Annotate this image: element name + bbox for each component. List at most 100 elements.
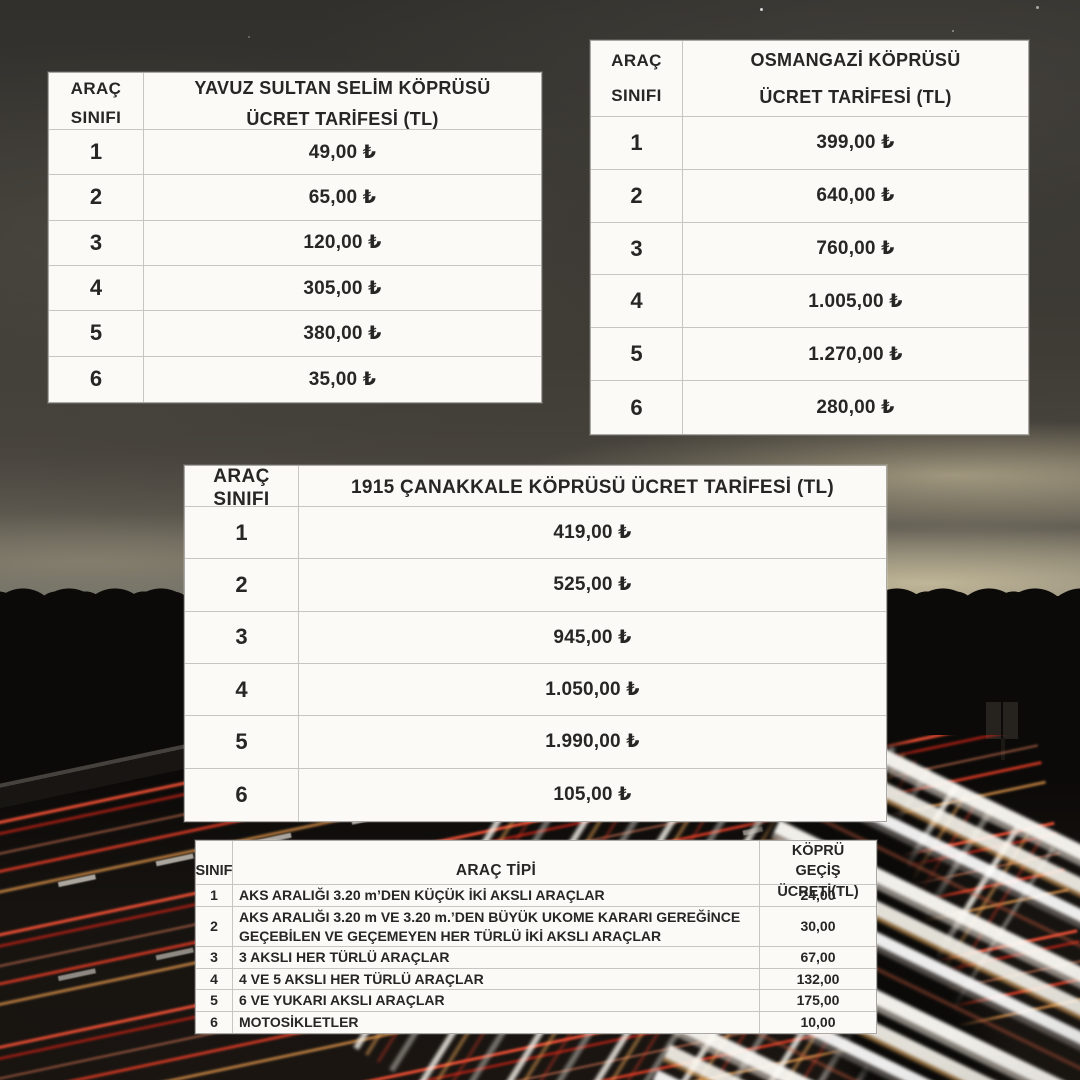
table-row: 4 1.005,00 ₺ (591, 275, 1028, 329)
vehicle-type: AKS ARALIĞI 3.20 m’DEN KÜÇÜK İKİ AKSLI A… (233, 885, 760, 906)
table-row: 5 1.990,00 ₺ (185, 716, 886, 769)
table-title: YAVUZ SULTAN SELİM KÖPRÜSÜ ÜCRET TARİFES… (194, 78, 491, 129)
table-header-row: ARAÇ SINIFI 1915 ÇANAKKALE KÖPRÜSÜ ÜCRET… (185, 466, 886, 512)
toll-fee: 35,00 ₺ (308, 368, 377, 390)
vehicle-type: MOTOSİKLETLER (233, 1011, 760, 1033)
toll-fee: 105,00 ₺ (553, 784, 632, 806)
yss-bridge-toll-table: ARAÇ SINIFI YAVUZ SULTAN SELİM KÖPRÜSÜ Ü… (48, 72, 542, 403)
table-row: 5 1.270,00 ₺ (591, 328, 1028, 382)
sign-panel (1003, 702, 1018, 739)
class-column-header: SINIF (195, 841, 233, 902)
vehicle-class: 4 (591, 275, 683, 328)
table-row: 2 AKS ARALIĞI 3.20 m VE 3.20 m.’DEN BÜYÜ… (196, 907, 876, 947)
star-dot (952, 30, 954, 32)
table-header-row: ARAÇ SINIFI YAVUZ SULTAN SELİM KÖPRÜSÜ Ü… (49, 73, 541, 135)
vehicle-class: 4 (49, 265, 144, 311)
vehicle-class: 2 (591, 169, 683, 222)
vehicle-class: 5 (591, 328, 683, 381)
table-title: 1915 ÇANAKKALE KÖPRÜSÜ ÜCRET TARİFESİ (T… (350, 477, 835, 499)
crossing-fee: 10,00 (800, 1014, 836, 1031)
table-header-row: ARAÇ SINIFI OSMANGAZİ KÖPRÜSÜ ÜCRET TARİ… (591, 41, 1028, 117)
table-row: 3 945,00 ₺ (185, 611, 886, 664)
vehicle-type: 4 VE 5 AKSLI HER TÜRLÜ ARAÇLAR (233, 968, 760, 989)
vehicle-type: 6 VE YUKARI AKSLI ARAÇLAR (233, 990, 760, 1011)
toll-fee: 280,00 ₺ (816, 397, 895, 419)
toll-fee: 49,00 ₺ (308, 141, 377, 163)
vehicle-class: 6 (185, 768, 299, 821)
vehicle-class: 3 (591, 222, 683, 275)
toll-fee: 525,00 ₺ (553, 574, 632, 596)
table-row: 4 4 VE 5 AKSLI HER TÜRLÜ ARAÇLAR 132,00 (196, 968, 876, 990)
table-row: 5 6 VE YUKARI AKSLI ARAÇLAR 175,00 (196, 990, 876, 1012)
crossing-fee: 24,00 (800, 887, 836, 904)
table-row: 1 AKS ARALIĞI 3.20 m’DEN KÜÇÜK İKİ AKSLI… (196, 885, 876, 907)
vehicle-class: 1 (185, 507, 299, 559)
toll-fee: 305,00 ₺ (303, 277, 382, 299)
toll-fee: 1.005,00 ₺ (808, 290, 903, 312)
table-row: 6 280,00 ₺ (591, 381, 1028, 434)
vehicle-class: 6 (49, 356, 144, 402)
vehicle-type: AKS ARALIĞI 3.20 m VE 3.20 m.’DEN BÜYÜK … (233, 907, 760, 946)
crossing-fee-column-header: KÖPRÜ GEÇİŞ ÜCRETİ(TL) (777, 843, 859, 900)
table-row: 6 105,00 ₺ (185, 768, 886, 821)
table-row: 4 305,00 ₺ (49, 265, 541, 312)
table-row: 3 120,00 ₺ (49, 220, 541, 266)
vehicle-class: 4 (196, 968, 233, 989)
table-row: 5 380,00 ₺ (49, 311, 541, 357)
vehicle-class: 5 (49, 311, 144, 356)
crossing-fee: 175,00 (796, 992, 840, 1009)
table-row: 4 1.050,00 ₺ (185, 663, 886, 717)
vehicle-class: 1 (591, 117, 683, 169)
vehicle-type: 3 AKSLI HER TÜRLÜ ARAÇLAR (233, 947, 760, 968)
table-row: 1 399,00 ₺ (591, 117, 1028, 170)
toll-fee: 419,00 ₺ (553, 522, 632, 544)
vehicle-class: 3 (196, 947, 233, 968)
vehicle-type-column-header: ARAÇ TİPİ (233, 841, 760, 902)
crossing-fee: 132,00 (796, 970, 840, 987)
vehicle-class-column-header: ARAÇ SINIFI (185, 466, 299, 512)
vehicle-class: 5 (185, 716, 299, 768)
table-row: 3 760,00 ₺ (591, 222, 1028, 276)
vehicle-class: 4 (185, 663, 299, 716)
table-row: 2 65,00 ₺ (49, 175, 541, 221)
vehicle-class: 2 (196, 907, 233, 946)
table-row: 6 35,00 ₺ (49, 356, 541, 402)
vehicle-class: 1 (49, 130, 144, 175)
vehicle-class: 6 (591, 381, 683, 434)
star-dot (1036, 6, 1039, 9)
table-row: 2 525,00 ₺ (185, 559, 886, 612)
vehicle-class-column-header: ARAÇ SINIFI (591, 41, 683, 116)
vehicle-class: 1 (196, 885, 233, 906)
canakkale-bridge-toll-table: ARAÇ SINIFI 1915 ÇANAKKALE KÖPRÜSÜ ÜCRET… (184, 465, 887, 822)
toll-fee: 945,00 ₺ (553, 626, 632, 648)
vehicle-class: 2 (185, 559, 299, 611)
vehicle-class-column-header: ARAÇ SINIFI (49, 73, 144, 135)
osmangazi-bridge-toll-table: ARAÇ SINIFI OSMANGAZİ KÖPRÜSÜ ÜCRET TARİ… (590, 40, 1029, 435)
toll-fee: 120,00 ₺ (303, 232, 382, 254)
crossing-fee: 30,00 (800, 918, 836, 935)
vehicle-class: 2 (49, 175, 144, 220)
sign-panel (986, 702, 1001, 739)
table-row: 1 49,00 ₺ (49, 130, 541, 176)
table-row: 1 419,00 ₺ (185, 507, 886, 560)
vehicle-class: 3 (185, 611, 299, 663)
star-dot (248, 36, 250, 38)
toll-fee: 380,00 ₺ (303, 322, 382, 344)
toll-fee: 760,00 ₺ (816, 238, 895, 260)
table-row: 2 640,00 ₺ (591, 169, 1028, 223)
toll-fee: 1.050,00 ₺ (545, 679, 640, 701)
vehicle-class: 6 (196, 1011, 233, 1033)
table-title: OSMANGAZİ KÖPRÜSÜ ÜCRET TARİFESİ (TL) (750, 49, 961, 107)
vehicle-type-toll-table: SINIF ARAÇ TİPİ KÖPRÜ GEÇİŞ ÜCRETİ(TL) 1… (195, 840, 877, 1034)
toll-fee: 640,00 ₺ (816, 185, 895, 207)
crossing-fee: 67,00 (800, 949, 836, 966)
star-dot (760, 8, 763, 11)
toll-fee: 1.990,00 ₺ (545, 731, 640, 753)
table-row: 3 3 AKSLI HER TÜRLÜ ARAÇLAR 67,00 (196, 947, 876, 969)
vehicle-class: 5 (196, 990, 233, 1011)
vehicle-class: 3 (49, 220, 144, 265)
toll-fee: 65,00 ₺ (308, 186, 377, 208)
table-row: 6 MOTOSİKLETLER 10,00 (196, 1011, 876, 1033)
table-header-row: SINIF ARAÇ TİPİ KÖPRÜ GEÇİŞ ÜCRETİ(TL) (195, 841, 876, 902)
